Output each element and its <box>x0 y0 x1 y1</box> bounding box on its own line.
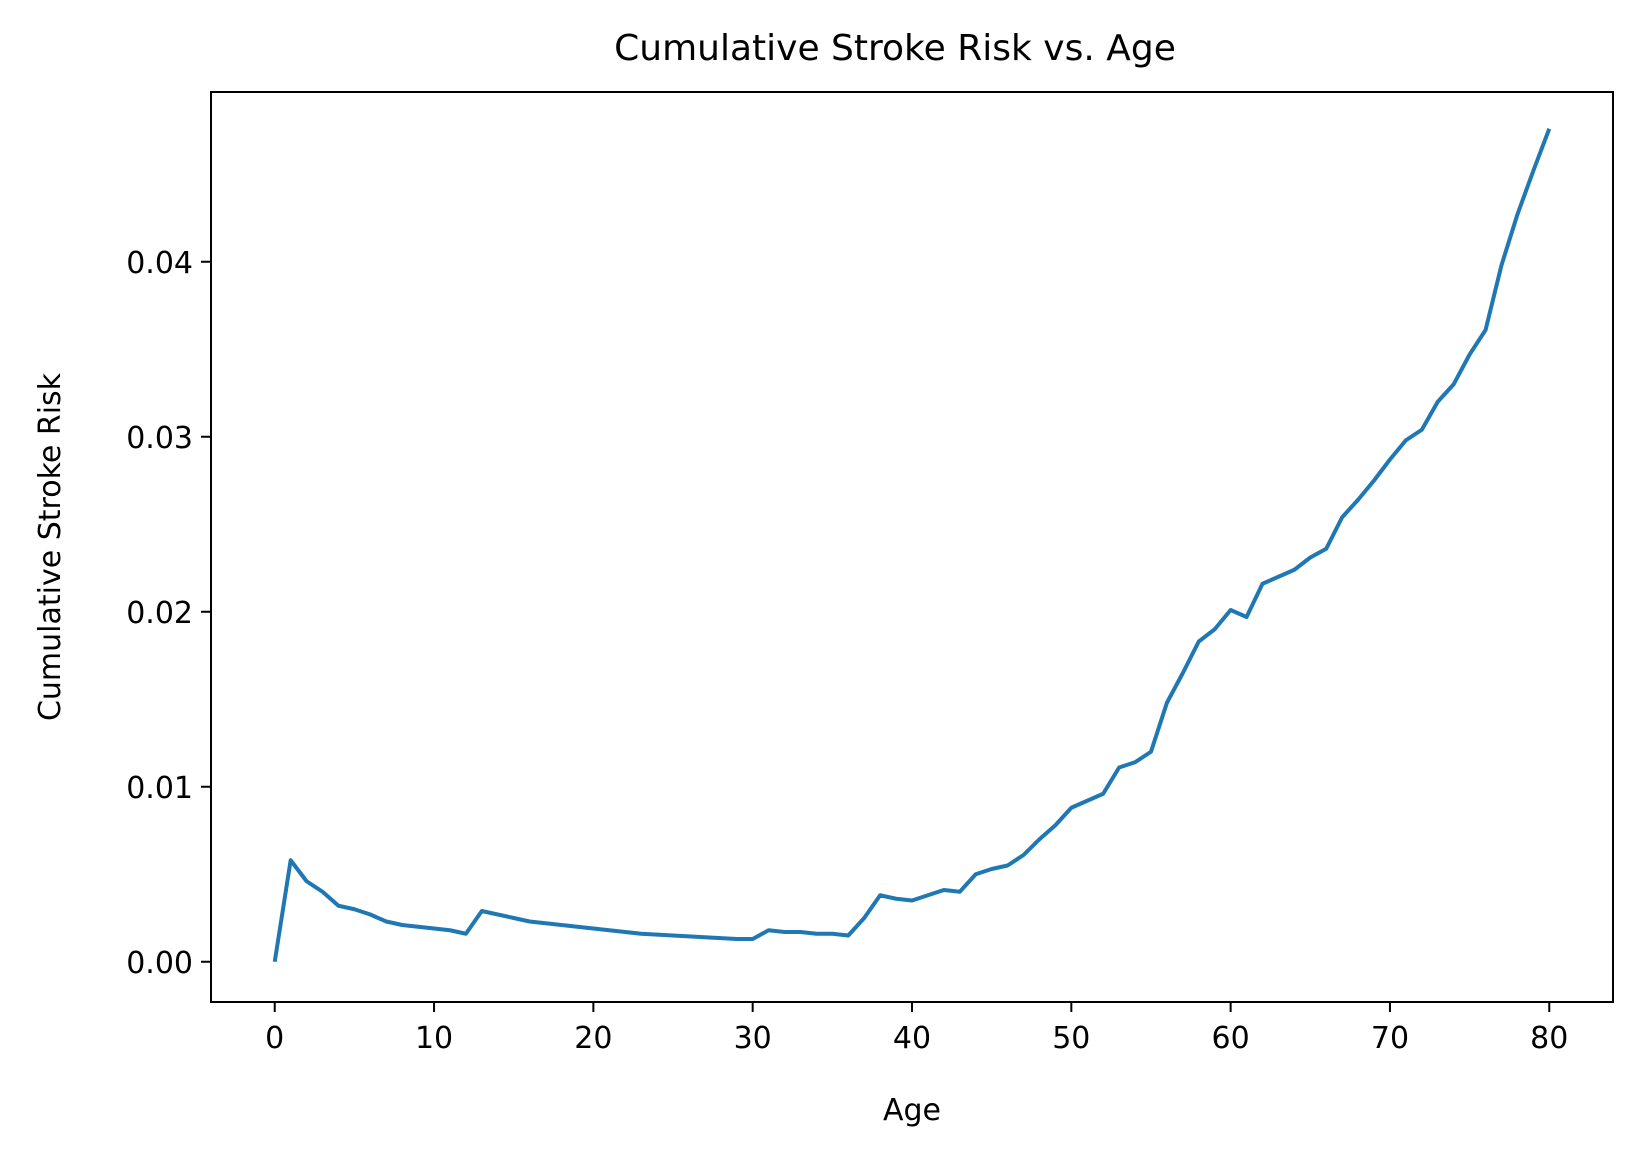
x-axis-label: Age <box>883 1093 941 1128</box>
x-tick-label: 50 <box>1052 1021 1090 1056</box>
x-tick-label: 0 <box>265 1021 284 1056</box>
x-tick-label: 70 <box>1371 1021 1409 1056</box>
x-tick-label: 40 <box>893 1021 931 1056</box>
y-axis: 0.00 0.01 0.02 0.03 0.04 <box>126 246 211 981</box>
y-tick-label: 0.01 <box>126 771 193 806</box>
y-tick-label: 0.00 <box>126 946 193 981</box>
y-axis-label: Cumulative Stroke Risk <box>33 372 68 721</box>
y-tick-label: 0.04 <box>126 246 193 281</box>
chart-title: Cumulative Stroke Risk vs. Age <box>614 28 1176 69</box>
x-tick-label: 80 <box>1530 1021 1568 1056</box>
y-tick-label: 0.02 <box>126 596 193 631</box>
x-tick-label: 20 <box>574 1021 612 1056</box>
x-axis: 0 10 20 30 40 50 60 70 80 <box>265 1002 1568 1056</box>
x-tick-label: 10 <box>415 1021 453 1056</box>
plot-area <box>272 128 1552 963</box>
y-tick-label: 0.03 <box>126 421 193 456</box>
x-tick-label: 60 <box>1212 1021 1250 1056</box>
x-tick-label: 30 <box>734 1021 772 1056</box>
series-line <box>272 128 1552 963</box>
